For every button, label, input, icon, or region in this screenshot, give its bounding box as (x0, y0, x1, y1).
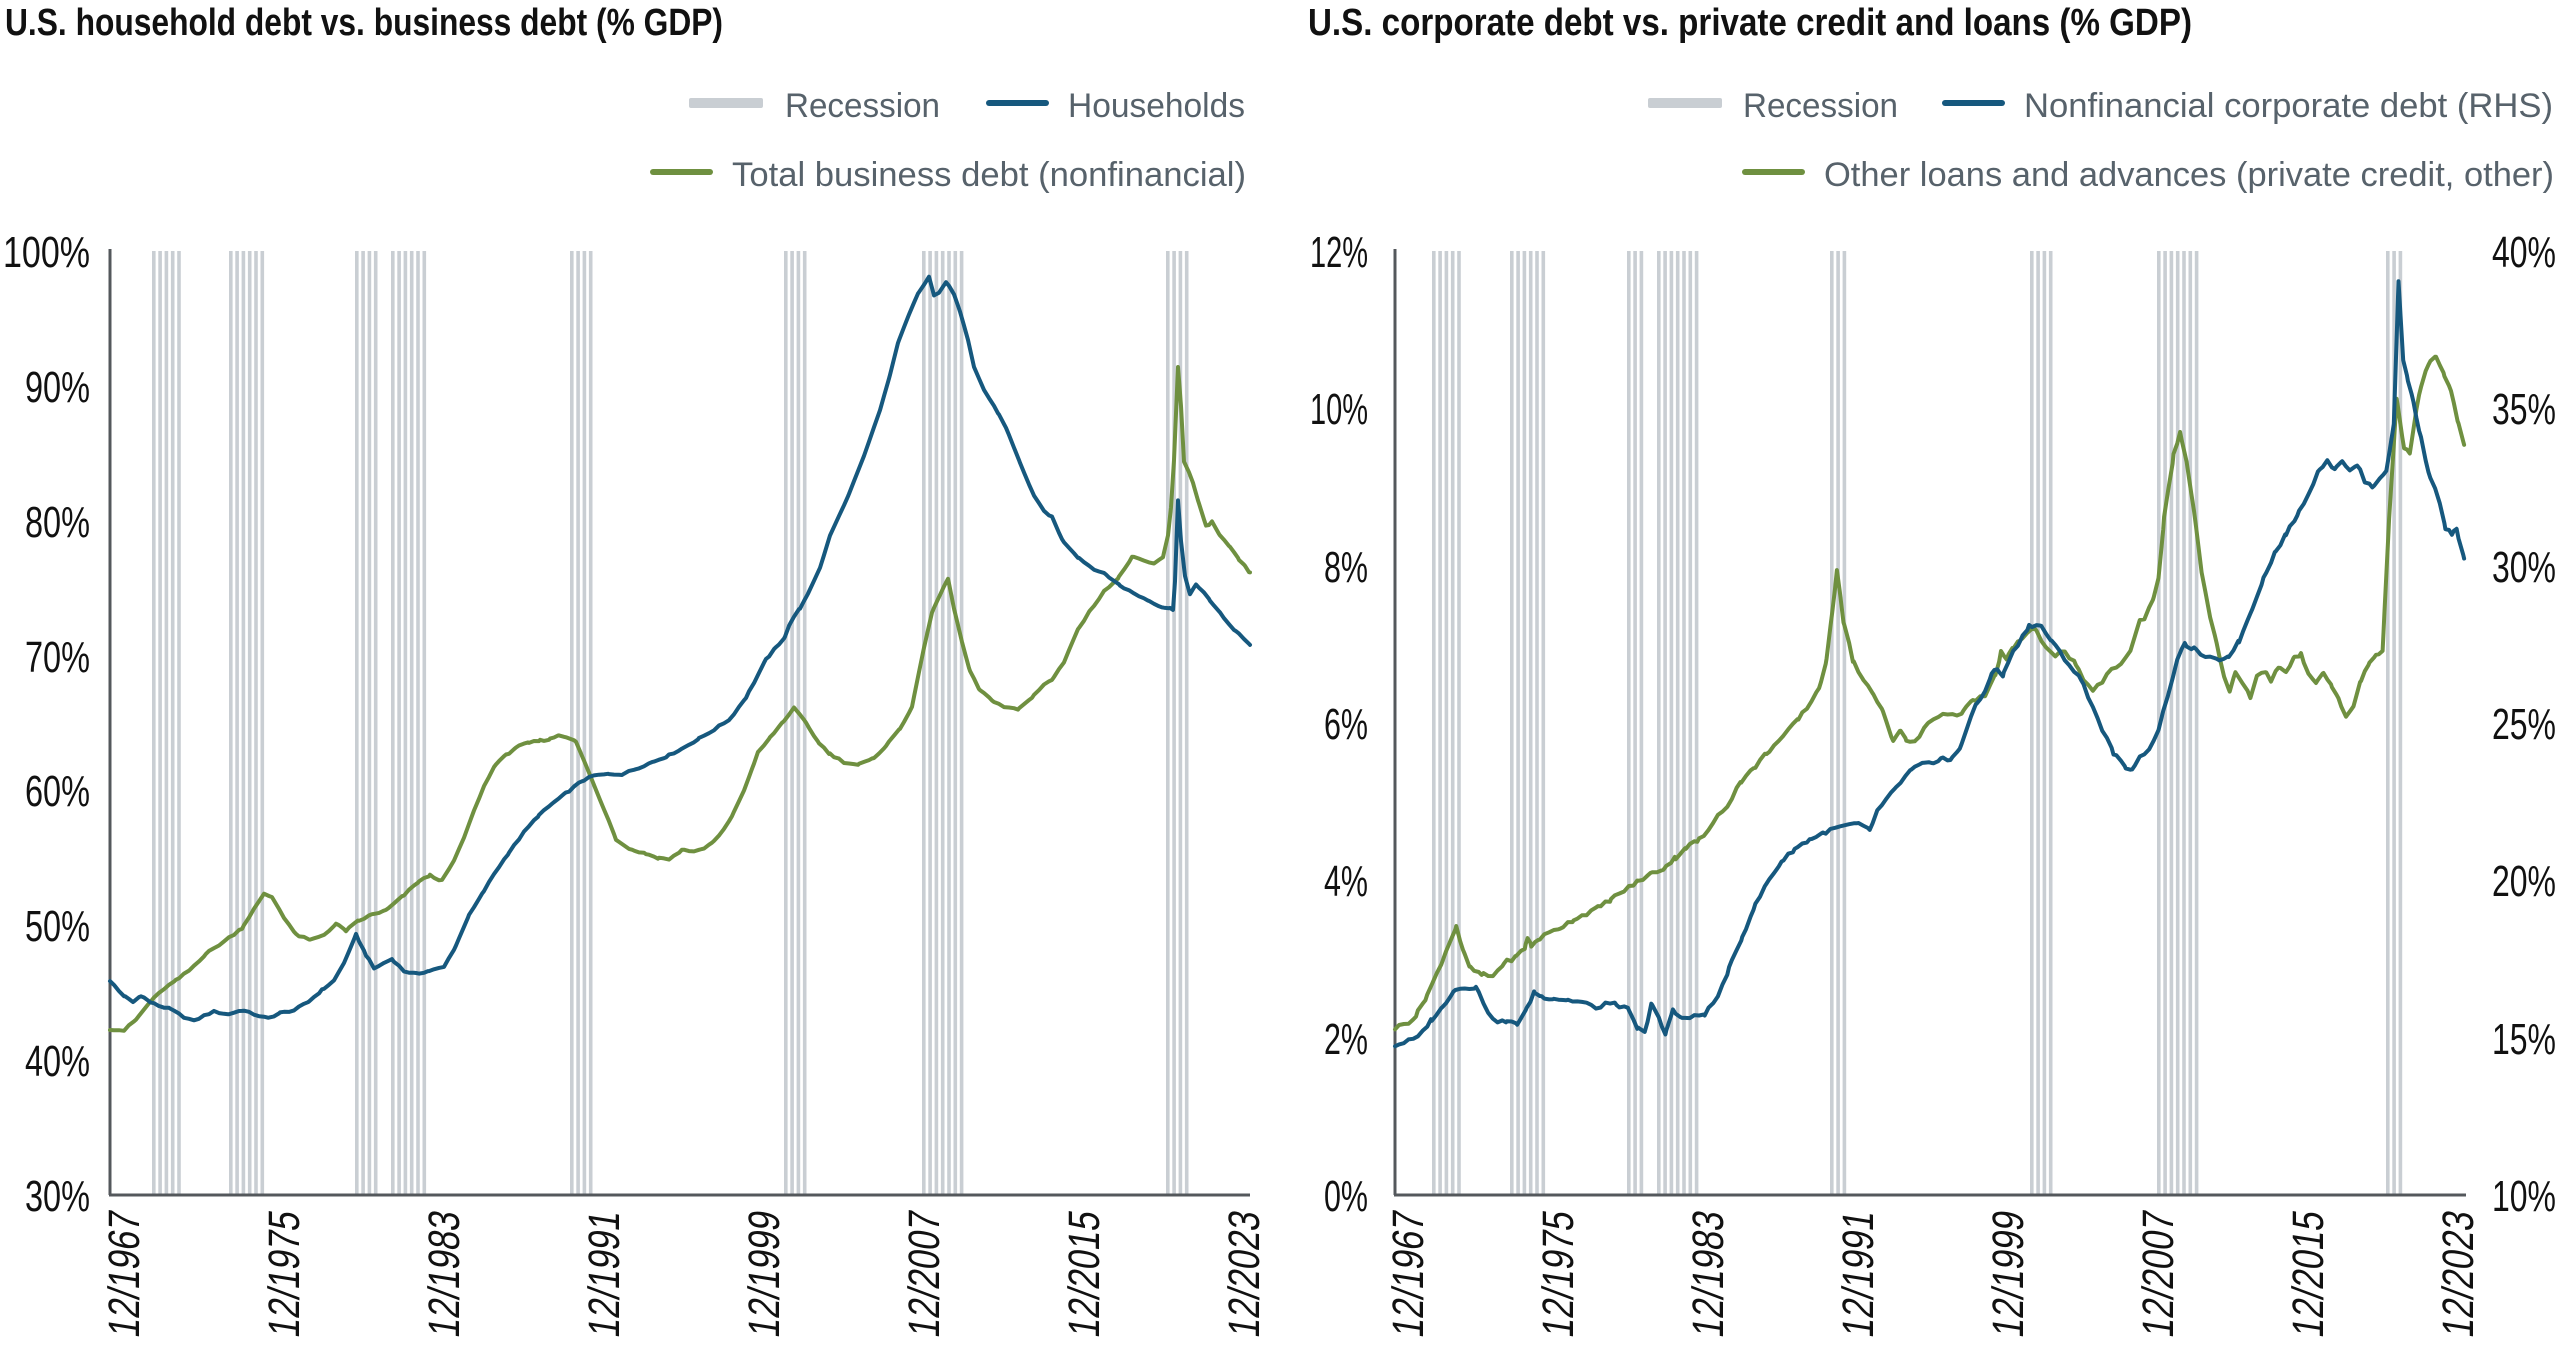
svg-text:Nonfinancial corporate debt (R: Nonfinancial corporate debt (RHS) (2024, 87, 2553, 125)
svg-text:10%: 10% (1310, 385, 1368, 434)
svg-text:50%: 50% (25, 902, 90, 951)
svg-text:40%: 40% (25, 1037, 90, 1086)
svg-text:25%: 25% (2492, 700, 2556, 749)
svg-text:12/2015: 12/2015 (1060, 1207, 1109, 1341)
svg-text:12/1967: 12/1967 (100, 1207, 149, 1341)
svg-text:12/2007: 12/2007 (2134, 1207, 2183, 1341)
svg-text:12/2023: 12/2023 (2434, 1207, 2483, 1341)
svg-text:12/1991: 12/1991 (580, 1207, 629, 1341)
svg-text:10%: 10% (2492, 1172, 2556, 1221)
svg-text:70%: 70% (25, 633, 90, 682)
svg-text:80%: 80% (25, 498, 90, 547)
svg-text:12/1975: 12/1975 (1534, 1207, 1583, 1341)
svg-text:12/2023: 12/2023 (1220, 1207, 1269, 1341)
svg-text:20%: 20% (2492, 857, 2556, 906)
svg-text:8%: 8% (1324, 543, 1368, 592)
svg-text:Other loans and advances (priv: Other loans and advances (private credit… (1824, 156, 2554, 194)
svg-text:12/1991: 12/1991 (1834, 1207, 1883, 1341)
svg-text:12/1983: 12/1983 (420, 1207, 469, 1341)
svg-text:15%: 15% (2492, 1015, 2556, 1064)
svg-text:U.S. corporate debt vs. privat: U.S. corporate debt vs. private credit a… (1308, 2, 2192, 44)
svg-text:30%: 30% (25, 1172, 90, 1221)
svg-text:Households: Households (1068, 87, 1245, 125)
svg-text:Recession: Recession (1743, 87, 1898, 125)
svg-text:30%: 30% (2492, 543, 2556, 592)
svg-text:12%: 12% (1310, 228, 1368, 277)
svg-text:90%: 90% (25, 363, 90, 412)
svg-text:12/1999: 12/1999 (1984, 1207, 2033, 1341)
svg-text:2%: 2% (1324, 1015, 1368, 1064)
svg-text:0%: 0% (1324, 1172, 1368, 1221)
svg-text:100%: 100% (3, 228, 90, 277)
svg-text:12/1967: 12/1967 (1384, 1207, 1433, 1341)
svg-text:U.S. household debt vs. busine: U.S. household debt vs. business debt (%… (5, 2, 723, 44)
svg-text:6%: 6% (1324, 700, 1368, 749)
svg-text:60%: 60% (25, 767, 90, 816)
svg-text:12/2015: 12/2015 (2284, 1207, 2333, 1341)
svg-text:4%: 4% (1324, 857, 1368, 906)
svg-text:35%: 35% (2492, 385, 2556, 434)
svg-text:12/2007: 12/2007 (900, 1207, 949, 1341)
svg-text:Total business debt (nonfinanc: Total business debt (nonfinancial) (732, 156, 1246, 194)
svg-text:12/1983: 12/1983 (1684, 1207, 1733, 1341)
svg-text:40%: 40% (2492, 228, 2556, 277)
svg-text:Recession: Recession (785, 87, 940, 125)
svg-text:12/1975: 12/1975 (260, 1207, 309, 1341)
svg-text:12/1999: 12/1999 (740, 1207, 789, 1341)
